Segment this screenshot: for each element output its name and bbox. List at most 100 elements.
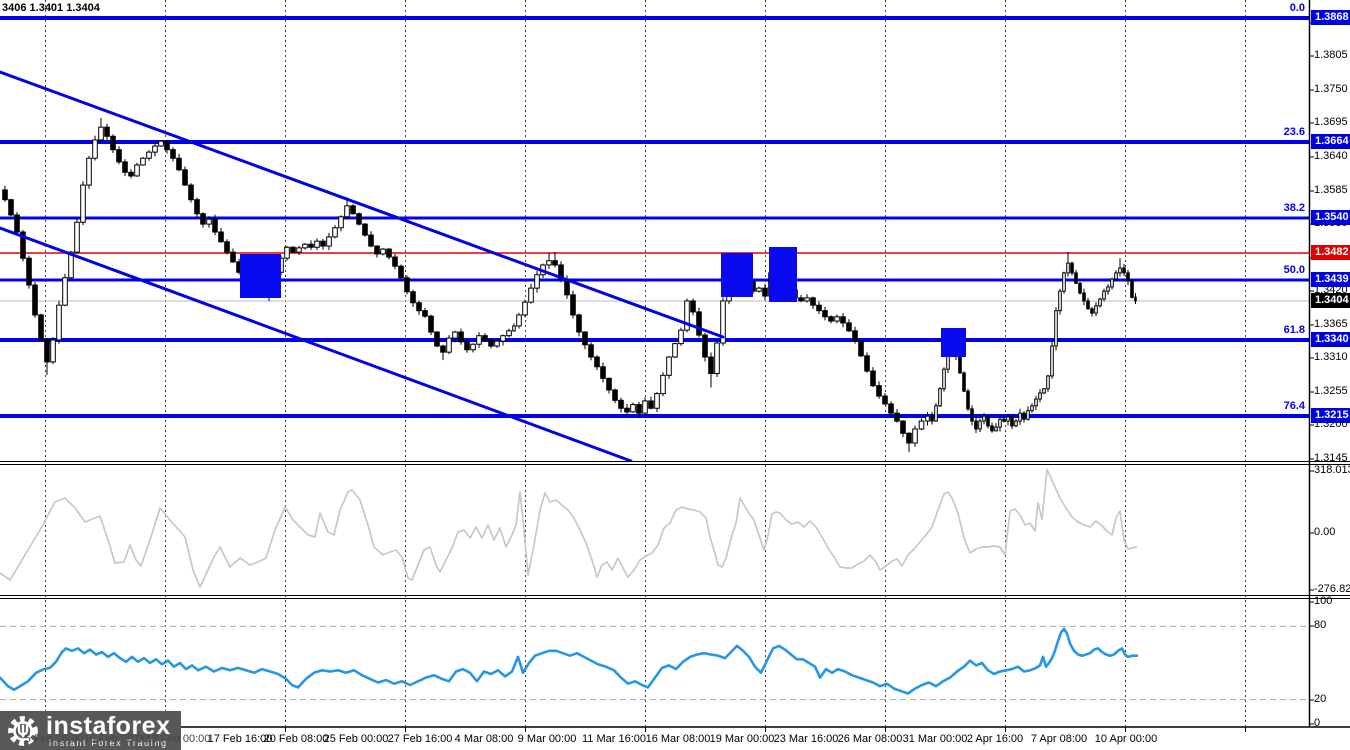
candle-body	[218, 231, 224, 243]
highlight-rectangle-2[interactable]	[721, 253, 753, 297]
candle-body	[990, 425, 994, 432]
candle-body	[1026, 410, 1030, 420]
candle-body	[702, 334, 708, 358]
candle-body	[434, 331, 440, 347]
candle-body	[600, 366, 606, 379]
candle-body	[314, 240, 320, 248]
price-badge-1.3664: 1.3664	[1311, 134, 1350, 149]
candle-body	[332, 227, 338, 238]
highlight-rectangle-3[interactable]	[769, 247, 797, 302]
candle-body	[528, 287, 534, 303]
candle-body	[522, 301, 528, 316]
candle-body	[534, 274, 540, 289]
candle-body	[2, 189, 8, 201]
candle-body	[756, 287, 762, 292]
logo-title: instaforex	[46, 711, 171, 740]
candle-body	[308, 243, 314, 248]
candle-body	[68, 251, 74, 279]
candle-body	[182, 169, 188, 186]
highlight-rectangle-4[interactable]	[941, 328, 966, 357]
candle-body	[134, 164, 140, 177]
candle-body	[452, 331, 458, 339]
candle-body	[74, 221, 80, 253]
price-badge-1.3482: 1.3482	[1311, 245, 1350, 260]
candle-body	[26, 257, 32, 286]
candle-body	[1062, 272, 1066, 292]
candle-body	[636, 404, 642, 414]
candle-body	[464, 341, 470, 351]
trendline-2[interactable]	[0, 226, 633, 461]
candle-body	[654, 393, 660, 409]
price-badge-1.3439: 1.3439	[1311, 272, 1350, 287]
candle-body	[1086, 300, 1090, 310]
candle-body	[440, 345, 446, 353]
price-badge-1.3540: 1.3540	[1311, 210, 1350, 225]
instaforex-watermark: instaforex Instant Forex Trading	[0, 711, 181, 750]
candle-body	[816, 304, 822, 312]
candle-body	[32, 284, 38, 316]
candle-body	[326, 236, 332, 247]
candle-body	[368, 234, 374, 247]
candle-body	[1022, 412, 1026, 420]
candle-body	[1070, 262, 1074, 274]
candle-body	[284, 246, 290, 259]
candle-body	[762, 287, 768, 297]
candle-body	[1114, 272, 1118, 280]
time-axis-label: 31 Mar 00:00	[902, 733, 968, 745]
logo-subtitle: Instant Forex Trading	[48, 737, 168, 748]
candle-body	[1118, 267, 1122, 274]
candle-body	[1102, 290, 1106, 300]
candle-body	[708, 356, 714, 374]
candle-body	[1098, 298, 1102, 307]
candle-body	[594, 356, 600, 368]
candle-body	[1050, 345, 1054, 377]
candle-body	[986, 415, 990, 427]
time-axis-label: 4 Mar 08:00	[454, 733, 514, 745]
candle-body	[642, 400, 648, 414]
candle-body	[912, 428, 918, 444]
candle-body	[110, 135, 116, 151]
candle-body	[362, 223, 368, 236]
candle-body	[176, 157, 182, 171]
candle-body	[906, 432, 912, 444]
candle-body	[62, 277, 68, 306]
candle-body	[1110, 278, 1114, 288]
time-axis-label: 2 Apr 16:00	[966, 733, 1024, 745]
rsi-axis-label: 0	[1314, 717, 1321, 729]
cci-axis-label: 318.013	[1314, 464, 1350, 476]
candle-body	[720, 300, 726, 344]
time-axis-label: 25 Feb 00:00	[323, 733, 389, 745]
candle-body	[612, 389, 618, 401]
candle-body	[164, 140, 170, 151]
candle-body	[104, 126, 110, 137]
candle-body	[1134, 296, 1137, 302]
candle-body	[606, 377, 612, 391]
candle-body	[938, 388, 942, 407]
ohlc-quote-info: 3406 1.3401 1.3404	[2, 2, 100, 14]
trendline-1[interactable]	[0, 70, 725, 339]
candle-body	[546, 260, 552, 266]
candle-body	[38, 314, 44, 341]
candle-body	[380, 248, 386, 255]
time-axis-label: 11 Mar 16:00	[581, 733, 646, 745]
candle-body	[476, 335, 482, 345]
fib-level-label: 23.6	[1283, 126, 1305, 138]
time-axis-label: 10 Apr 00:00	[1094, 733, 1158, 745]
candle-body	[158, 140, 164, 147]
price-tick-label: 1.3640	[1314, 150, 1348, 162]
cci-axis-label: 0.00	[1314, 526, 1336, 538]
candle-body	[840, 316, 846, 324]
candle-body	[958, 355, 962, 374]
candle-body	[374, 245, 380, 255]
candle-body	[1074, 272, 1078, 284]
candle-body	[974, 420, 978, 430]
highlight-rectangle-1[interactable]	[240, 254, 281, 298]
candle-body	[1090, 308, 1094, 314]
candle-body	[206, 218, 212, 225]
cci-indicator-line	[0, 468, 1138, 588]
candle-body	[152, 145, 158, 153]
candle-body	[416, 302, 422, 312]
candle-body	[678, 329, 684, 345]
